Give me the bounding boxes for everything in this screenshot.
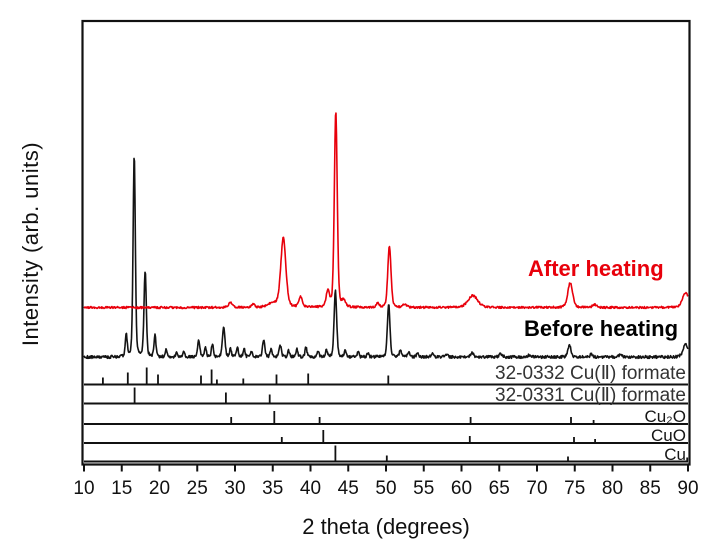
reference-label-cu: Cu [664, 445, 686, 464]
x-tick-label: 35 [262, 478, 283, 499]
x-tick-label: 80 [602, 478, 623, 499]
x-tick-label: 10 [73, 478, 94, 499]
x-axis-title: 2 theta (degrees) [302, 514, 470, 539]
x-tick-label: 40 [300, 478, 321, 499]
x-tick-label: 15 [111, 478, 132, 499]
x-tick-label: 65 [489, 478, 510, 499]
x-tick-label: 30 [224, 478, 245, 499]
reference-label-32-0331-cu-formate: 32-0331 Cu(Ⅱ) formate [495, 385, 686, 406]
x-tick-label: 60 [451, 478, 472, 499]
x-tick-label: 90 [677, 478, 698, 499]
x-tick-label: 70 [526, 478, 547, 499]
x-tick-label: 55 [413, 478, 434, 499]
reference-label-32-0332-cu-formate: 32-0332 Cu(Ⅱ) formate [495, 363, 686, 384]
x-tick-label: 45 [338, 478, 359, 499]
y-axis-title: Intensity (arb. units) [18, 141, 43, 347]
x-tick-label: 20 [149, 478, 170, 499]
x-tick-label: 50 [375, 478, 396, 499]
plot-frame [81, 19, 691, 466]
reference-label-cuo: CuO [651, 426, 686, 445]
reference-label-cu2o: Cu₂O [644, 407, 686, 426]
x-tick-label: 25 [187, 478, 208, 499]
curve-before-heating [83, 157, 689, 360]
curve-after-heating [83, 112, 689, 310]
annotation-before-heating: Before heating [524, 316, 679, 341]
x-tick-label: 85 [640, 478, 661, 499]
x-tick-label: 75 [564, 478, 585, 499]
annotation-after-heating: After heating [528, 256, 664, 281]
